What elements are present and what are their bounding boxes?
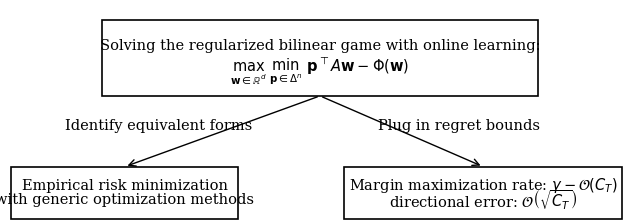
Text: Plug in regret bounds: Plug in regret bounds <box>378 119 540 133</box>
Text: directional error: $\mathcal{O}\left(\sqrt{C_T}\right)$: directional error: $\mathcal{O}\left(\sq… <box>389 188 577 212</box>
FancyBboxPatch shape <box>102 20 538 96</box>
Text: Margin maximization rate: $\gamma - \mathcal{O}\left(C_T\right)$: Margin maximization rate: $\gamma - \mat… <box>349 176 618 195</box>
FancyBboxPatch shape <box>344 167 622 219</box>
Text: with generic optimization methods: with generic optimization methods <box>0 193 254 207</box>
Text: Empirical risk minimization: Empirical risk minimization <box>22 179 228 193</box>
Text: Identify equivalent forms: Identify equivalent forms <box>65 119 252 133</box>
FancyBboxPatch shape <box>12 167 239 219</box>
Text: $\underset{\mathbf{w}\in\mathbb{R}^d}{\max}\ \underset{\mathbf{p}\in\Delta^n}{\m: $\underset{\mathbf{w}\in\mathbb{R}^d}{\m… <box>230 56 410 87</box>
Text: Solving the regularized bilinear game with online learning:: Solving the regularized bilinear game wi… <box>100 39 540 53</box>
